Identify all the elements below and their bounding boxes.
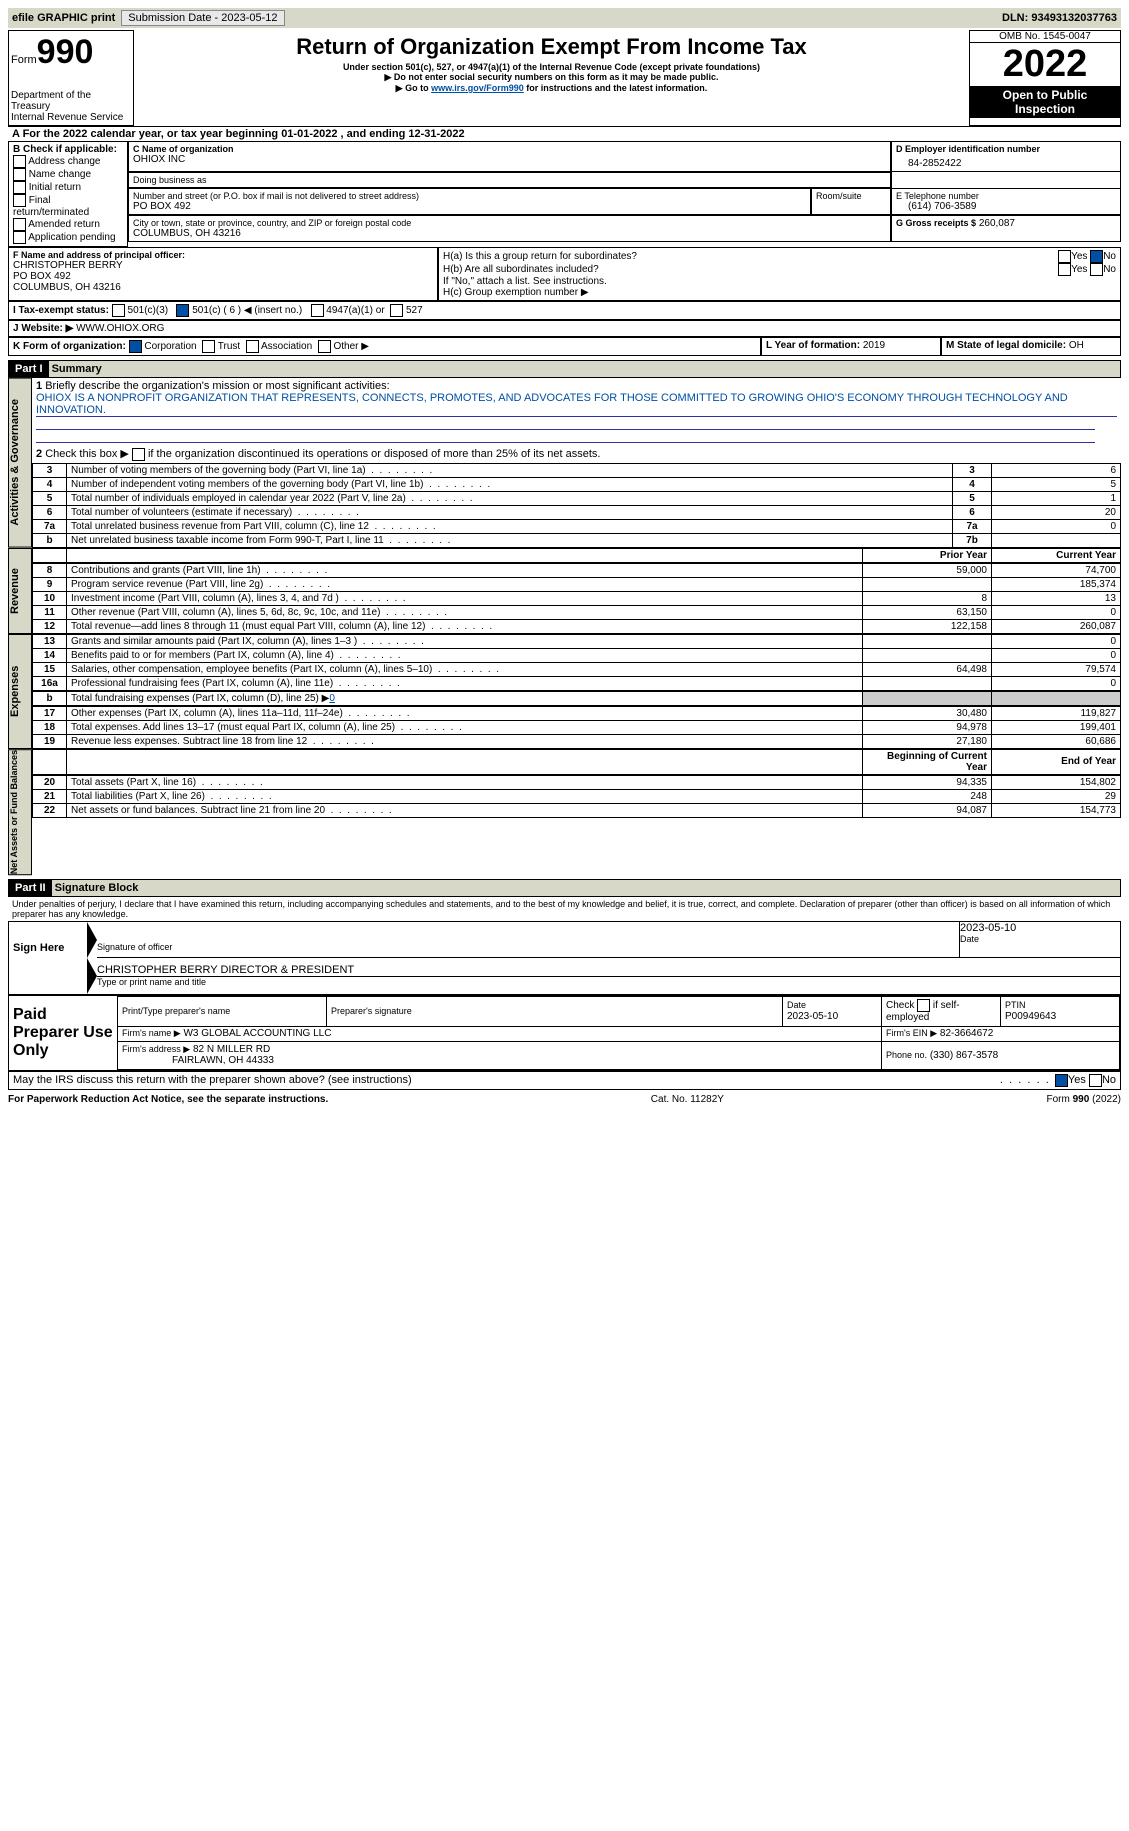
form-title: Return of Organization Exempt From Incom… [138, 34, 965, 60]
box-F: F Name and address of principal officer:… [8, 247, 438, 301]
submission-date-button[interactable]: Submission Date - 2023-05-12 [121, 10, 284, 26]
I-501c[interactable] [176, 304, 189, 317]
note2: ▶ Go to www.irs.gov/Form990 for instruct… [138, 83, 965, 94]
side-net: Net Assets or Fund Balances [8, 749, 32, 875]
side-ag: Activities & Governance [8, 378, 32, 548]
arrow-icon [87, 958, 97, 994]
B-option[interactable]: Address change [13, 155, 123, 168]
line2-check[interactable] [132, 448, 145, 461]
line-A: A For the 2022 calendar year, or tax yea… [8, 126, 1121, 141]
irs: Internal Revenue Service [11, 112, 131, 123]
I-4947[interactable] [311, 304, 324, 317]
B-option[interactable]: Initial return [13, 181, 123, 194]
box-L: L Year of formation: 2019 [761, 337, 941, 356]
sign-here: Sign Here [9, 922, 87, 994]
note1: ▶ Do not enter social security numbers o… [138, 72, 965, 83]
box-B: B Check if applicable: Address change Na… [8, 141, 128, 247]
discuss-yes[interactable] [1055, 1074, 1068, 1087]
I-527[interactable] [390, 304, 403, 317]
part1-header: Part I Summary [8, 360, 1121, 378]
I-501c3[interactable] [112, 304, 125, 317]
box-C-room: Room/suite [811, 188, 891, 215]
top-bar: efile GRAPHIC print Submission Date - 20… [8, 8, 1121, 28]
K-assoc[interactable] [246, 340, 259, 353]
box-C-city: City or town, state or province, country… [128, 215, 891, 242]
dept: Department of the Treasury [11, 90, 131, 112]
side-rev: Revenue [8, 548, 32, 634]
discuss-no[interactable] [1089, 1074, 1102, 1087]
box-I: I Tax-exempt status: 501(c)(3) 501(c) ( … [8, 301, 1121, 320]
public-inspection: Open to Public Inspection [970, 86, 1120, 118]
box-C-street: Number and street (or P.O. box if mail i… [128, 188, 811, 215]
K-other[interactable] [318, 340, 331, 353]
box-H: H(a) Is this a group return for subordin… [438, 247, 1121, 301]
form-word: Form [11, 54, 37, 66]
section-BCDEFGH: B Check if applicable: Address change Na… [8, 141, 1121, 247]
Ha-yes[interactable] [1058, 250, 1071, 263]
K-corp[interactable] [129, 340, 142, 353]
year-box: OMB No. 1545-0047 2022 Open to Public In… [969, 30, 1121, 126]
box-G: G Gross receipts $ 260,087 [891, 215, 1121, 242]
header: Form990 Department of the Treasury Inter… [8, 30, 1121, 126]
omb: OMB No. 1545-0047 [970, 31, 1120, 43]
Hb-yes[interactable] [1058, 263, 1071, 276]
box-J: J Website: ▶ WWW.OHIOX.ORG [8, 320, 1121, 337]
part2-header: Part II Signature Block [8, 879, 1121, 897]
B-option[interactable]: Name change [13, 168, 123, 181]
tax-year: 2022 [970, 43, 1120, 86]
box-C-name: C Name of organization OHIOX INC [128, 141, 891, 172]
side-exp: Expenses [8, 634, 32, 749]
box-D: D Employer identification number 84-2852… [891, 141, 1121, 172]
paid-preparer: Paid Preparer Use Only [9, 996, 117, 1070]
B-option[interactable]: Amended return [13, 218, 123, 231]
box-E: E Telephone number (614) 706-3589 [891, 188, 1121, 215]
dln-label: DLN: 93493132037763 [1002, 12, 1117, 24]
footer: For Paperwork Reduction Act Notice, see … [8, 1094, 1121, 1105]
B-option[interactable]: Application pending [13, 231, 123, 244]
box-K: K Form of organization: Corporation Trus… [8, 337, 761, 356]
arrow-icon [87, 922, 97, 958]
B-option[interactable]: Final return/terminated [13, 194, 123, 218]
declaration: Under penalties of perjury, I declare th… [8, 897, 1121, 921]
efile-label: efile GRAPHIC print [12, 12, 115, 24]
self-employed-check[interactable] [917, 999, 930, 1012]
form-number: 990 [37, 33, 94, 71]
box-C-dba: Doing business as [128, 172, 891, 188]
Ha-no[interactable] [1090, 250, 1103, 263]
header-center: Return of Organization Exempt From Incom… [134, 30, 969, 126]
box-M: M State of legal domicile: OH [941, 337, 1121, 356]
irs-link[interactable]: www.irs.gov/Form990 [431, 83, 524, 93]
K-trust[interactable] [202, 340, 215, 353]
form-box: Form990 Department of the Treasury Inter… [8, 30, 134, 126]
Hb-no[interactable] [1090, 263, 1103, 276]
subtitle: Under section 501(c), 527, or 4947(a)(1)… [138, 62, 965, 72]
